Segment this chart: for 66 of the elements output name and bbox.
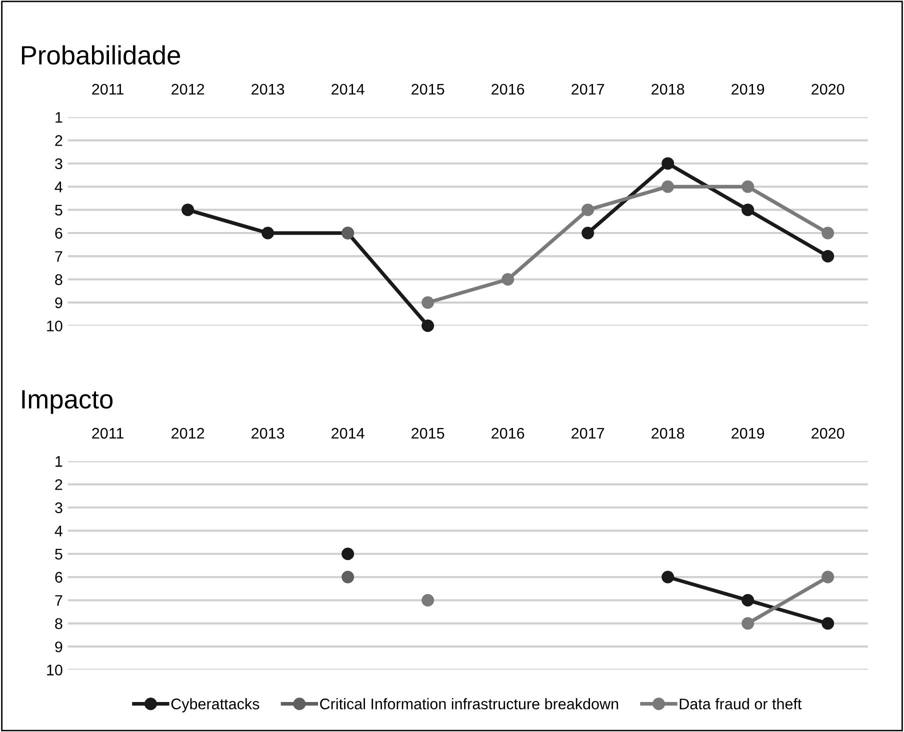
y-tick-label: 2 bbox=[55, 135, 62, 146]
x-tick-label: 2015 bbox=[412, 84, 444, 95]
point bbox=[742, 617, 754, 630]
point bbox=[662, 157, 674, 170]
legend-label: Data fraud or theft bbox=[680, 698, 802, 710]
point bbox=[662, 180, 674, 193]
x-tick-label: 2017 bbox=[572, 428, 604, 439]
x-tick-label: 2011 bbox=[92, 84, 124, 95]
y-tick-label: 5 bbox=[55, 548, 62, 560]
y-tick-label: 3 bbox=[55, 502, 62, 514]
y-tick-label: 4 bbox=[54, 526, 62, 536]
legend-label: Critical Information infrastructure breakdown bbox=[320, 698, 618, 710]
y-tick-label: 7 bbox=[55, 251, 62, 262]
point bbox=[742, 180, 754, 193]
x-tick-label: 2016 bbox=[492, 84, 524, 95]
y-tick-label: 6 bbox=[55, 572, 62, 583]
y-tick-label: 10 bbox=[47, 320, 62, 332]
point bbox=[822, 570, 834, 584]
x-tick-label: 2014 bbox=[332, 428, 364, 439]
y-tick-label: 6 bbox=[55, 228, 62, 239]
x-tick-label: 2020 bbox=[812, 84, 844, 95]
x-tick-label: 2012 bbox=[172, 428, 204, 439]
y-tick-label: 1 bbox=[56, 112, 62, 123]
point bbox=[182, 204, 194, 216]
point bbox=[342, 570, 354, 584]
x-tick-label: 2013 bbox=[252, 84, 284, 95]
point bbox=[422, 594, 434, 606]
y-tick-label: 8 bbox=[55, 618, 62, 630]
point bbox=[422, 296, 434, 309]
x-tick-label: 2018 bbox=[652, 84, 684, 95]
y-tick-label: 8 bbox=[55, 274, 62, 286]
x-tick-label: 2016 bbox=[492, 428, 524, 439]
point bbox=[502, 273, 514, 286]
y-tick-label: 3 bbox=[55, 158, 62, 170]
y-tick-label: 9 bbox=[55, 641, 62, 652]
chart-title: Impacto bbox=[22, 390, 113, 414]
x-tick-label: 2018 bbox=[652, 428, 684, 439]
x-tick-label: 2019 bbox=[732, 84, 764, 95]
point bbox=[262, 226, 274, 240]
y-tick-label: 4 bbox=[54, 182, 62, 192]
legend-label: Cyberattacks bbox=[171, 698, 260, 712]
x-tick-label: 2015 bbox=[412, 428, 444, 439]
y-tick-label: 5 bbox=[55, 204, 62, 216]
y-tick-label: 2 bbox=[55, 479, 62, 490]
point bbox=[822, 617, 834, 630]
point bbox=[742, 204, 754, 216]
point bbox=[822, 226, 834, 240]
point bbox=[342, 548, 354, 560]
y-tick-label: 7 bbox=[55, 595, 62, 606]
x-tick-label: 2013 bbox=[252, 428, 284, 439]
x-tick-label: 2014 bbox=[332, 84, 364, 95]
x-tick-label: 2011 bbox=[92, 428, 124, 439]
x-tick-label: 2020 bbox=[812, 428, 844, 439]
point bbox=[742, 594, 754, 606]
y-tick-label: 9 bbox=[55, 297, 62, 308]
point bbox=[582, 226, 594, 240]
point bbox=[822, 250, 834, 262]
chart-title: Probabilidade bbox=[22, 45, 180, 65]
x-tick-label: 2017 bbox=[572, 84, 604, 95]
point bbox=[422, 319, 434, 332]
y-tick-label: 1 bbox=[56, 456, 62, 467]
x-tick-label: 2019 bbox=[732, 428, 764, 439]
point bbox=[582, 204, 594, 216]
point bbox=[662, 570, 674, 584]
x-tick-label: 2012 bbox=[172, 84, 204, 95]
y-tick-label: 10 bbox=[47, 664, 62, 676]
